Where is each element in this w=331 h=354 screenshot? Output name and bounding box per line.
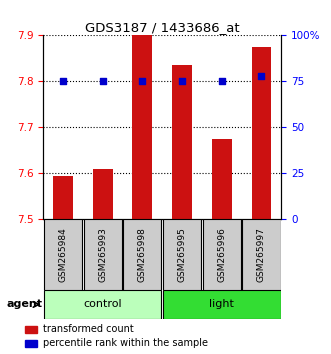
Bar [203, 219, 241, 290]
Bar [212, 139, 232, 219]
Bar [25, 326, 37, 333]
Text: GSM265984: GSM265984 [58, 228, 68, 282]
Text: GSM265998: GSM265998 [138, 227, 147, 282]
Text: control: control [83, 299, 122, 309]
Point [140, 79, 145, 84]
Point [259, 73, 264, 79]
Bar [123, 219, 162, 290]
Text: transformed count: transformed count [43, 324, 134, 334]
Title: GDS3187 / 1433686_at: GDS3187 / 1433686_at [85, 21, 240, 34]
Point [179, 79, 185, 84]
Bar [172, 65, 192, 219]
Text: percentile rank within the sample: percentile rank within the sample [43, 338, 208, 348]
Bar [25, 340, 37, 347]
Bar [93, 169, 113, 219]
Point [100, 79, 105, 84]
Text: light: light [209, 299, 234, 309]
Text: GSM265995: GSM265995 [177, 227, 187, 282]
Bar [53, 176, 73, 219]
Bar [44, 219, 82, 290]
Point [60, 79, 66, 84]
Bar [44, 290, 162, 319]
Bar [132, 35, 152, 219]
Text: GSM265997: GSM265997 [257, 227, 266, 282]
Text: agent: agent [6, 299, 42, 309]
Bar [252, 47, 271, 219]
Bar [163, 219, 201, 290]
Bar [163, 290, 281, 319]
Bar [242, 219, 281, 290]
Bar [83, 219, 122, 290]
Text: GSM265996: GSM265996 [217, 227, 226, 282]
Text: GSM265993: GSM265993 [98, 227, 107, 282]
Point [219, 79, 224, 84]
